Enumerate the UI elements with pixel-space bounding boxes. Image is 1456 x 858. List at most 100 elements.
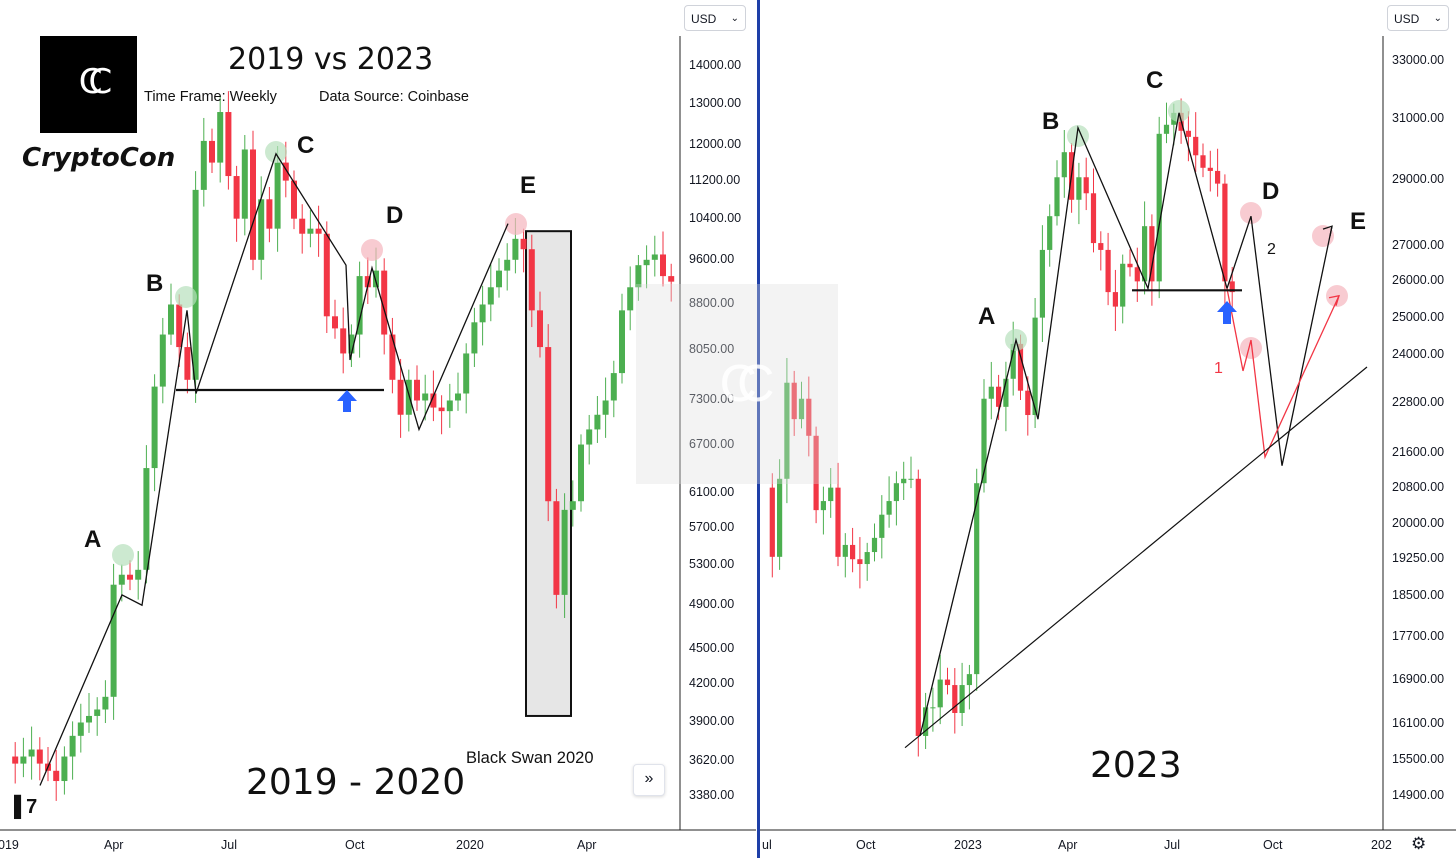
candle-up (842, 544, 848, 557)
candle-up (635, 265, 642, 288)
candle-up (886, 501, 892, 515)
candle-up (258, 199, 265, 260)
candle-down (299, 218, 306, 234)
candle-down (53, 770, 60, 782)
candle-down (225, 112, 232, 177)
price-tick-label: 3900.00 (689, 714, 735, 729)
candle-up (69, 735, 76, 757)
candle-down (381, 270, 388, 335)
candle-down (1098, 243, 1104, 250)
candle-up (1163, 124, 1170, 134)
scroll-to-realtime-button[interactable]: » (633, 764, 665, 796)
candle-up (777, 478, 783, 557)
candle-up (798, 398, 805, 420)
candle-up (602, 400, 609, 415)
wave-highlight-circle (361, 239, 383, 261)
price-tick-label: 31000.00 (1392, 110, 1445, 125)
currency-value: USD (691, 12, 717, 26)
candle-down (389, 334, 396, 380)
candle-up (200, 140, 207, 190)
date-tick-label: Apr (1058, 838, 1078, 852)
candle-up (930, 707, 936, 709)
candle-up (1156, 133, 1162, 282)
candle-up (356, 276, 363, 335)
candle-down (1200, 155, 1206, 168)
candle-down (545, 347, 552, 502)
candle-up (586, 429, 593, 445)
candle-up (594, 414, 601, 430)
gear-icon[interactable]: ⚙ (1411, 834, 1427, 853)
candle-up (879, 514, 885, 538)
wave-label: B (1042, 108, 1060, 135)
watermark-logo: CC (636, 284, 838, 484)
candle-up (1003, 378, 1009, 407)
candle-up (651, 254, 658, 260)
candle-up (135, 569, 142, 580)
candle-up (496, 270, 502, 288)
candle-down (528, 249, 535, 311)
candle-down (553, 501, 560, 595)
wave-highlight-circle (1168, 100, 1190, 122)
candle-down (915, 478, 921, 736)
chart-panel-2019[interactable]: CC CryptoCon 2019 vs 2023 Time Frame: We… (0, 0, 756, 858)
chevron-down-icon: ⌄ (1433, 13, 1442, 24)
price-tick-label: 10400.00 (689, 210, 742, 225)
rising-trendline (904, 366, 1368, 749)
candle-down (1215, 170, 1221, 184)
price-tick-label: 33000.00 (1392, 53, 1445, 67)
candle-up (471, 322, 478, 354)
candle-up (1054, 177, 1060, 217)
date-tick-label: Oct (856, 838, 876, 852)
candle-down (1017, 343, 1024, 391)
candle-up (512, 238, 519, 260)
candle-down (1127, 263, 1133, 268)
price-tick-label: 13000.00 (689, 96, 742, 111)
price-tick-label: 18500.00 (1392, 587, 1445, 602)
date-tick-label: 202 (1371, 838, 1392, 852)
candle-down (791, 382, 797, 420)
candle-up (110, 584, 117, 697)
wave-label: C (1146, 67, 1164, 94)
candle-up (86, 715, 92, 723)
wave-label: C (297, 132, 315, 159)
chart-panel-2023[interactable]: USD ⌄ 2023 A B C D E 1 2 33000.00 31000.00 29000… (757, 0, 1456, 858)
timeframe-label: Time Frame: Weekly (144, 89, 277, 105)
candle-up (61, 756, 68, 782)
candle-down (1105, 249, 1111, 293)
candle-down (397, 379, 404, 415)
candle-up (619, 310, 625, 374)
logo-glyph: CC (78, 62, 112, 102)
date-tick-label: Apr (104, 838, 124, 852)
projection-path-1 (1226, 288, 1340, 460)
candle-up (981, 398, 987, 484)
candle-down (813, 435, 819, 511)
currency-select[interactable]: USD ⌄ (1387, 5, 1449, 31)
brand-name: CryptoCon (22, 143, 176, 173)
candle-up (893, 483, 899, 502)
chart-canvas-2023 (760, 36, 1456, 831)
projection-arrowhead-2 (1322, 225, 1333, 237)
price-tick-label: 6100.00 (689, 484, 735, 499)
projection-path-2 (1226, 215, 1333, 466)
candle-up (871, 537, 878, 553)
candle-up (923, 707, 929, 736)
price-tick-label: 21600.00 (1392, 444, 1445, 459)
wave-highlight-circle (1240, 202, 1262, 224)
price-tick-label: 20800.00 (1392, 479, 1445, 494)
candle-down (266, 199, 273, 229)
blue-up-arrow (1217, 301, 1237, 324)
candle-up (937, 679, 943, 708)
wave-highlight-circle (505, 213, 527, 235)
price-tick-label: 22800.00 (1392, 394, 1445, 409)
currency-select[interactable]: USD ⌄ (684, 5, 746, 31)
price-tick-label: 16100.00 (1392, 716, 1445, 731)
candle-down (1025, 390, 1031, 416)
candle-down (952, 685, 958, 713)
date-tick-label: 2020 (456, 838, 484, 852)
candle-up (94, 709, 101, 716)
candle-down (668, 276, 675, 282)
price-tick-label: 29000.00 (1392, 172, 1445, 187)
candle-up (307, 228, 314, 234)
date-tick-label: Apr (577, 838, 597, 852)
candle-up (828, 487, 834, 502)
